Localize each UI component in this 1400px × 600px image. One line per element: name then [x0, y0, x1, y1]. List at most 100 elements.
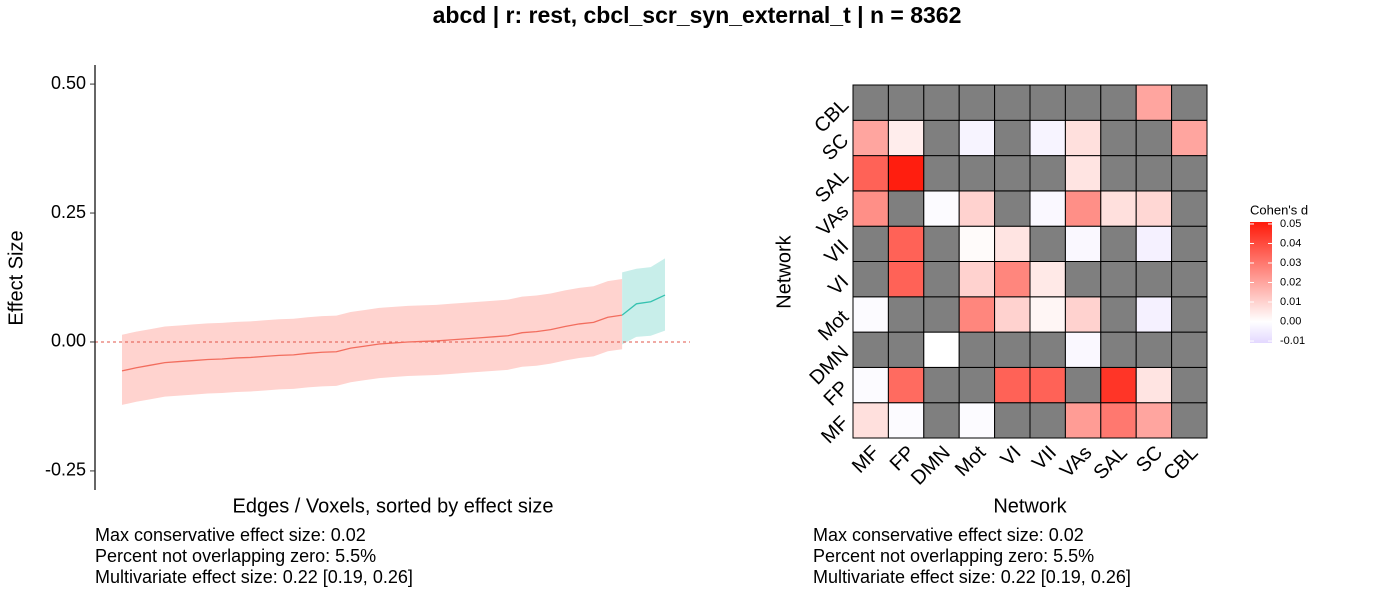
heatmap-cell	[1064, 331, 1102, 368]
heatmap-cell	[1029, 155, 1066, 192]
x-tick-label: Mot	[951, 441, 990, 480]
heatmap-cell	[1100, 225, 1137, 262]
heatmap-cell	[852, 296, 889, 333]
heatmap-cell	[994, 331, 1031, 368]
heatmap-cell	[852, 225, 889, 262]
heatmap-cell	[994, 155, 1031, 192]
heatmap-cell	[1135, 261, 1173, 298]
heatmap-cell	[1029, 366, 1066, 404]
x-tick-label: VI	[997, 442, 1026, 471]
heatmap-cell	[1029, 225, 1066, 262]
heatmap-cell	[887, 155, 925, 192]
heatmap-cell	[958, 119, 996, 157]
y-tick-label: VII	[820, 236, 853, 269]
heatmap-cell	[1100, 84, 1137, 121]
heatmap-cell	[887, 225, 925, 262]
y-tick-label: VAs	[813, 200, 853, 240]
y-tick-label: -0.25	[45, 460, 86, 480]
heatmap-cell	[1100, 402, 1137, 439]
heatmap-cell	[1135, 155, 1173, 192]
heatmap-cell	[1100, 119, 1137, 157]
heatmap-cell	[994, 366, 1031, 404]
heatmap-cell	[923, 402, 960, 439]
heatmap-cell	[1029, 84, 1066, 121]
heatmap-cell	[887, 402, 925, 439]
heatmap-cell	[852, 190, 889, 227]
colorbar-title: Cohen's d	[1250, 202, 1308, 217]
colorbar-tick-label: 0.03	[1280, 257, 1301, 269]
heatmap-cell	[923, 296, 960, 333]
heatmap-cell	[1171, 155, 1208, 192]
heatmap-cell	[1171, 261, 1208, 298]
y-tick-label: CBL	[810, 94, 853, 137]
heatmap-cell	[958, 261, 996, 298]
colorbar-tick-label: -0.01	[1280, 335, 1305, 347]
heatmap-cell	[1171, 296, 1208, 333]
annotation: Multivariate effect size: 0.22 [0.19, 0.…	[95, 567, 413, 587]
heatmap-cell	[1100, 190, 1137, 227]
heatmap-cell	[852, 261, 889, 298]
colorbar-tick-label: 0.00	[1280, 315, 1301, 327]
colorbar-tick-label: 0.04	[1280, 237, 1301, 249]
annotation: Max conservative effect size: 0.02	[95, 525, 366, 545]
annotation: Multivariate effect size: 0.22 [0.19, 0.…	[813, 567, 1131, 587]
annotation: Percent not overlapping zero: 5.5%	[95, 546, 376, 566]
heatmap-cell	[1064, 366, 1102, 404]
x-tick-label: CBL	[1160, 442, 1203, 485]
heatmap-cell	[887, 84, 925, 121]
y-tick-label: 0.50	[51, 73, 86, 93]
y-axis-label: Network	[773, 234, 795, 308]
heatmap-cell	[1064, 190, 1102, 227]
heatmap-cell	[994, 261, 1031, 298]
heatmap-cell	[1135, 190, 1173, 227]
heatmap-cell	[1135, 402, 1173, 439]
heatmap-cell	[923, 84, 960, 121]
heatmap-cell	[1064, 84, 1102, 121]
x-tick-label: SAL	[1089, 442, 1131, 484]
y-tick-label: VI	[824, 271, 853, 300]
heatmap-cell	[1171, 190, 1208, 227]
figure-title: abcd | r: rest, cbcl_scr_syn_external_t …	[433, 2, 962, 28]
heatmap-cell	[958, 402, 996, 439]
colorbar-tick-label: 0.01	[1280, 296, 1301, 308]
colorbar	[1250, 222, 1272, 343]
heatmap-cell	[1064, 296, 1102, 333]
heatmap-cell	[923, 261, 960, 298]
y-tick-label: 0.25	[51, 202, 86, 222]
heatmap-cell	[852, 331, 889, 368]
heatmap-cell	[1135, 366, 1173, 404]
heatmap-cell	[994, 84, 1031, 121]
heatmap-cell	[958, 366, 996, 404]
heatmap-cell	[994, 402, 1031, 439]
x-tick-label: DMN	[907, 442, 955, 490]
x-axis-label: Edges / Voxels, sorted by effect size	[233, 495, 554, 517]
heatmap-cell	[1135, 225, 1173, 262]
annotation: Max conservative effect size: 0.02	[813, 525, 1084, 545]
x-axis-label: Network	[993, 495, 1067, 517]
heatmap-cell	[1100, 296, 1137, 333]
heatmap-cell	[1135, 119, 1173, 157]
x-tick-label: VII	[1028, 442, 1061, 475]
heatmap-cell	[958, 296, 996, 333]
heatmap-cell	[1064, 155, 1102, 192]
heatmap-cell	[852, 402, 889, 439]
colorbar-tick-label: 0.05	[1280, 218, 1301, 230]
heatmap-cell	[887, 296, 925, 333]
heatmap-cell	[852, 84, 889, 121]
heatmap-cell	[1100, 331, 1137, 368]
heatmap-cell	[1029, 261, 1066, 298]
heatmap-cell	[923, 366, 960, 404]
heatmap-cell	[852, 155, 889, 192]
heatmap-cell	[1171, 84, 1208, 121]
heatmap-cell	[1064, 225, 1102, 262]
x-tick-label: MF	[848, 442, 884, 478]
heatmap-cell	[1100, 261, 1137, 298]
heatmap-cell	[923, 119, 960, 157]
y-axis-label: Effect Size	[5, 230, 27, 325]
y-tick-label: SAL	[811, 165, 853, 207]
heatmap-cell	[887, 261, 925, 298]
colorbar-tick-label: 0.02	[1280, 276, 1301, 288]
heatmap-cell	[994, 225, 1031, 262]
heatmap-cell	[1171, 402, 1208, 439]
